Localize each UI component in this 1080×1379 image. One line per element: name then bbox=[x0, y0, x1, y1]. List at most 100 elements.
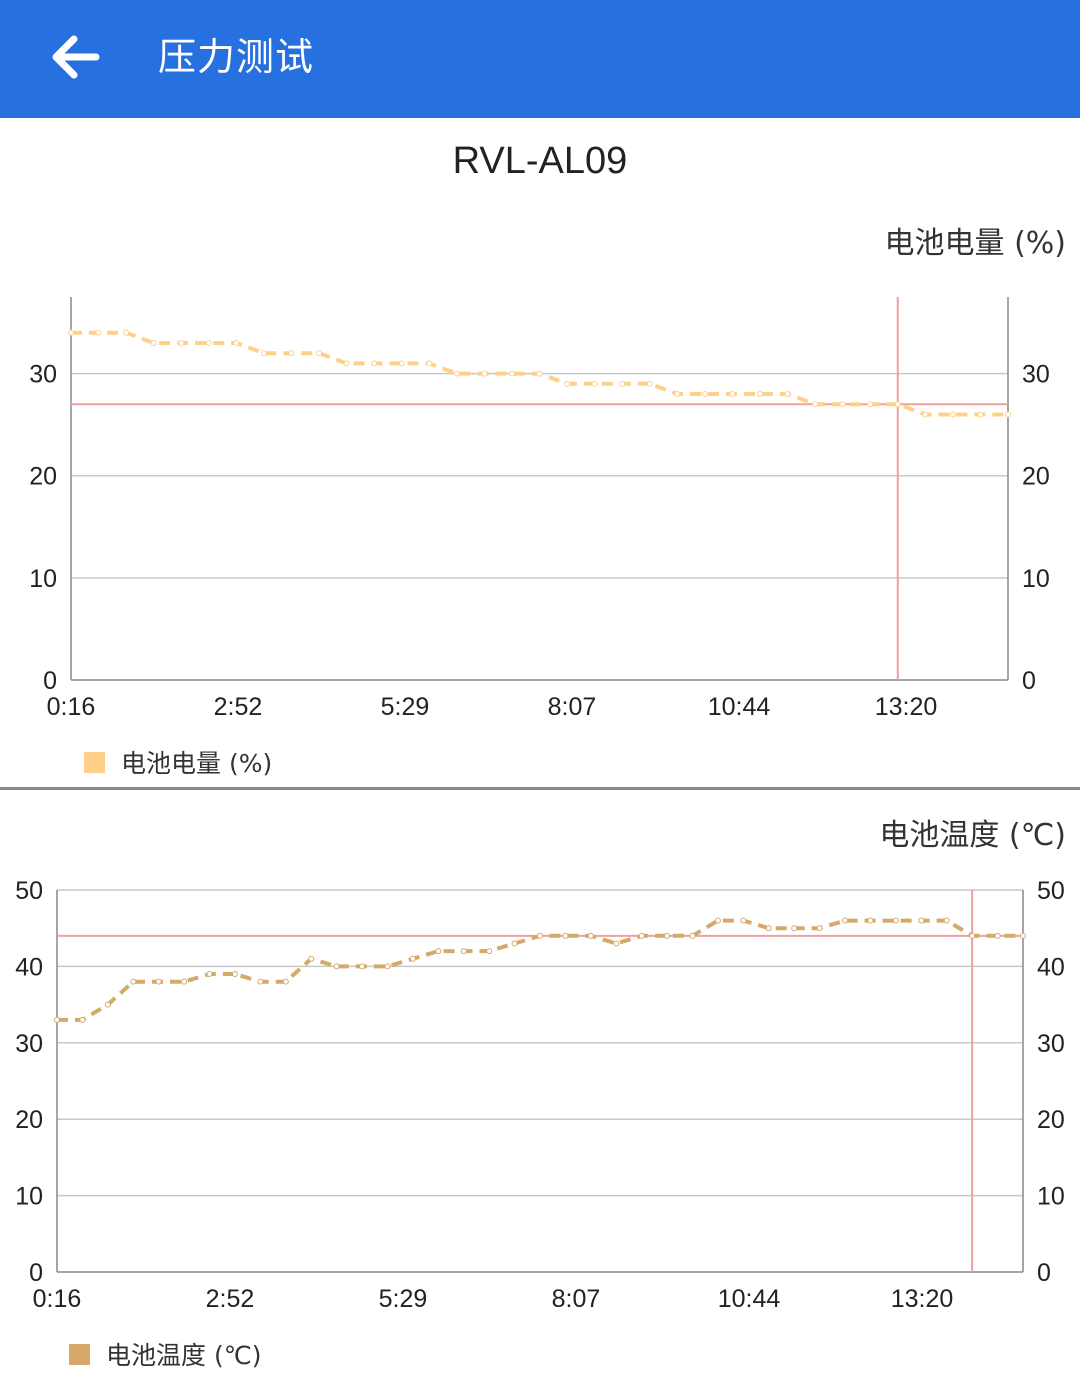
battery-level-data-point bbox=[260, 350, 267, 357]
battery-temp-data-point bbox=[613, 940, 620, 947]
battery-temp-data-point bbox=[308, 955, 315, 962]
battery-level-data-point bbox=[812, 401, 819, 408]
battery-temp-legend-label: 电池温度 (℃) bbox=[106, 1341, 262, 1370]
device-name: RVL-AL09 bbox=[452, 140, 628, 182]
battery-level-chart: 0 0 10 10 20 20 30 30 0:16 2:52 5:29 8:07 10:44 13:20 bbox=[29, 297, 1050, 721]
battery-temp-data-point bbox=[689, 932, 696, 939]
battery-temp-data-point bbox=[460, 948, 467, 955]
battery-temp-y-tick-right: 40 bbox=[1037, 953, 1065, 981]
battery-level-y-tick-left: 10 bbox=[29, 565, 57, 593]
battery-temp-data-point bbox=[740, 917, 747, 924]
battery-level-data-point bbox=[784, 391, 791, 398]
battery-temp-data-point bbox=[765, 925, 772, 932]
battery-level-x-tick: 8:07 bbox=[548, 693, 597, 721]
battery-temp-data-point bbox=[994, 932, 1001, 939]
battery-temp-y-tick-right: 20 bbox=[1037, 1106, 1065, 1134]
battery-level-data-point bbox=[343, 360, 350, 367]
battery-level-data-point bbox=[756, 391, 763, 398]
battery-temp-y-tick-right: 10 bbox=[1037, 1183, 1065, 1211]
battery-level-data-point bbox=[508, 370, 515, 377]
battery-level-y-tick-left: 0 bbox=[43, 667, 57, 695]
battery-temp-chart-title: 电池温度 (℃) bbox=[879, 818, 1066, 853]
battery-level-y-tick-left: 30 bbox=[29, 361, 57, 389]
battery-temp-data-point bbox=[791, 925, 798, 932]
battery-temp-x-tick: 8:07 bbox=[552, 1285, 601, 1313]
battery-temp-x-tick: 5:29 bbox=[379, 1285, 428, 1313]
battery-temp-data-point bbox=[816, 925, 823, 932]
battery-temp-data-point bbox=[714, 917, 721, 924]
battery-temp-data-point bbox=[943, 917, 950, 924]
battery-level-data-point bbox=[922, 411, 929, 418]
battery-temp-y-tick-left: 40 bbox=[15, 953, 43, 981]
battery-temp-y-tick-right: 0 bbox=[1037, 1259, 1051, 1287]
battery-temp-data-point bbox=[130, 978, 137, 985]
battery-temp-y-tick-left: 20 bbox=[15, 1106, 43, 1134]
battery-temp-data-point bbox=[206, 971, 213, 978]
battery-temp-data-point bbox=[333, 963, 340, 970]
battery-temp-data-point bbox=[969, 932, 976, 939]
battery-level-x-tick: 5:29 bbox=[381, 693, 430, 721]
battery-level-data-point bbox=[536, 370, 543, 377]
battery-level-data-point bbox=[619, 380, 626, 387]
battery-temp-data-point bbox=[638, 932, 645, 939]
battery-level-y-tick-right: 10 bbox=[1022, 565, 1050, 593]
battery-temp-y-tick-left: 30 bbox=[15, 1030, 43, 1058]
battery-level-legend-swatch bbox=[84, 751, 105, 773]
battery-temp-y-tick-left: 10 bbox=[15, 1183, 43, 1211]
battery-level-x-tick: 2:52 bbox=[214, 693, 263, 721]
battery-temp-data-point bbox=[384, 963, 391, 970]
battery-level-chart-title: 电池电量 (%) bbox=[884, 226, 1066, 261]
battery-level-data-point bbox=[205, 339, 212, 346]
battery-temp-data-point bbox=[54, 1016, 60, 1023]
battery-temp-data-point bbox=[104, 1001, 111, 1008]
battery-level-legend-label: 电池电量 (%) bbox=[121, 749, 273, 778]
battery-temp-data-point bbox=[511, 940, 518, 947]
battery-temp-data-point bbox=[359, 963, 366, 970]
app-bar: 压力测试 bbox=[0, 0, 1080, 118]
battery-temp-y-tick-right: 50 bbox=[1037, 877, 1065, 905]
battery-level-data-point bbox=[1005, 411, 1011, 418]
battery-level-data-point bbox=[564, 380, 571, 387]
battery-temp-data-point bbox=[892, 917, 899, 924]
battery-temp-data-point bbox=[257, 978, 264, 985]
battery-level-x-tick: 0:16 bbox=[47, 693, 96, 721]
battery-temp-data-point bbox=[486, 948, 493, 955]
battery-level-data-point bbox=[453, 370, 460, 377]
battery-level-data-point bbox=[426, 360, 433, 367]
battery-temp-x-tick: 10:44 bbox=[718, 1285, 781, 1313]
battery-level-data-point bbox=[123, 329, 130, 336]
battery-level-data-point bbox=[316, 350, 323, 357]
battery-temp-data-point bbox=[562, 932, 569, 939]
battery-level-data-point bbox=[949, 411, 956, 418]
chart-divider bbox=[0, 787, 1080, 790]
battery-temp-data-point bbox=[537, 932, 543, 939]
battery-temp-legend: 电池温度 (℃) bbox=[69, 1336, 262, 1372]
battery-temp-y-tick-left: 0 bbox=[29, 1259, 43, 1287]
back-button[interactable] bbox=[38, 22, 112, 96]
battery-level-y-tick-right: 0 bbox=[1022, 667, 1036, 695]
battery-temp-data-point bbox=[181, 978, 188, 985]
battery-temp-y-tick-left: 50 bbox=[15, 877, 43, 905]
battery-level-data-point bbox=[839, 401, 846, 408]
battery-level-y-tick-left: 20 bbox=[29, 463, 57, 491]
battery-level-data-point bbox=[95, 329, 102, 336]
battery-temp-data-point bbox=[867, 917, 874, 924]
battery-level-y-tick-right: 30 bbox=[1022, 361, 1050, 389]
arrow-left-icon bbox=[50, 33, 100, 85]
battery-temp-data-point bbox=[664, 932, 671, 939]
battery-level-data-point bbox=[977, 411, 984, 418]
battery-level-data-point bbox=[591, 380, 598, 387]
battery-temp-data-point bbox=[282, 978, 289, 985]
battery-temp-data-point bbox=[231, 971, 238, 978]
battery-temp-data-point bbox=[435, 948, 442, 955]
battery-level-data-point bbox=[288, 350, 295, 357]
battery-temp-legend-swatch bbox=[69, 1343, 90, 1365]
battery-level-data-point bbox=[867, 401, 874, 408]
battery-temp-data-point bbox=[918, 917, 925, 924]
battery-level-data-point bbox=[646, 380, 653, 387]
battery-level-data-point bbox=[894, 401, 901, 408]
battery-level-x-tick: 13:20 bbox=[875, 693, 938, 721]
battery-temp-data-point bbox=[409, 955, 416, 962]
battery-level-data-point bbox=[233, 339, 240, 346]
